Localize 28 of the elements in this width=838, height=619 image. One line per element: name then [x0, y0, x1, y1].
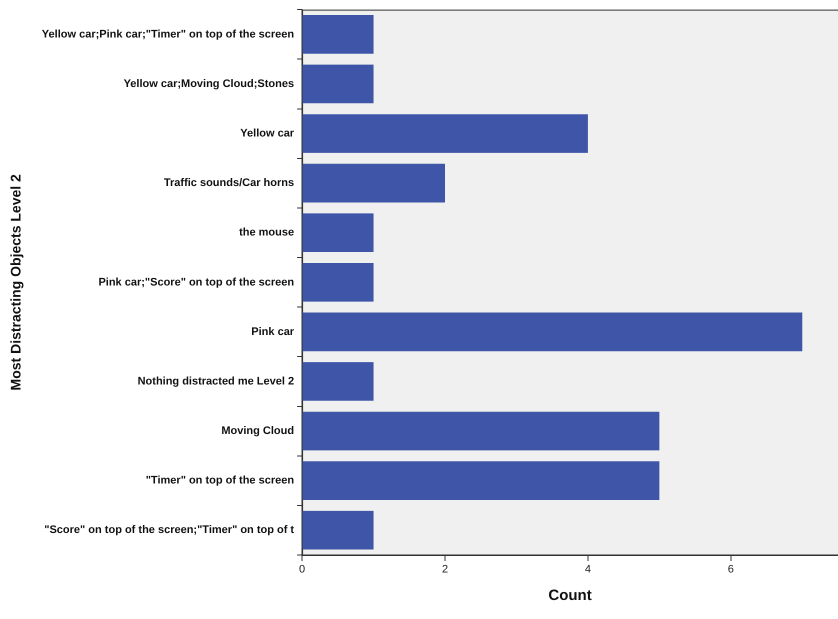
x-tick-label: 0 [299, 564, 306, 576]
bar [302, 412, 660, 450]
y-tick-label: Nothing distracted me Level 2 [138, 375, 294, 388]
bar [302, 213, 374, 252]
y-tick-label: Moving Cloud [221, 425, 294, 438]
y-tick-label: "Score" on top of the screen;"Timer" on top of t [44, 524, 294, 536]
bar [302, 510, 374, 550]
x-tick-label: 6 [728, 564, 734, 576]
bar [302, 461, 660, 500]
bar [302, 262, 374, 302]
x-tick-label: 2 [442, 564, 448, 576]
bar [302, 114, 588, 153]
bar [302, 15, 374, 54]
bar [302, 312, 802, 352]
y-tick-label: "Timer" on top of the screen [146, 474, 294, 487]
x-tick-label: 4 [584, 564, 591, 576]
y-axis-title: Most Distracting Objects Level 2 [7, 174, 24, 390]
y-tick-label: Yellow car;Moving Cloud;Stones [124, 78, 294, 90]
bar [302, 164, 446, 202]
y-tick-label: Pink car;"Score" on top of the screen [98, 276, 294, 288]
y-tick-label: Yellow car [240, 128, 295, 140]
y-tick-label: the mouse [239, 226, 294, 239]
x-axis-title: Count [548, 587, 592, 604]
bar [302, 362, 374, 401]
bar [302, 64, 374, 104]
y-tick-label: Traffic sounds/Car horns [164, 177, 294, 190]
y-tick-label: Pink car [251, 326, 295, 338]
y-tick-label: Yellow car;Pink car;"Timer" on top of the screen [42, 28, 294, 40]
